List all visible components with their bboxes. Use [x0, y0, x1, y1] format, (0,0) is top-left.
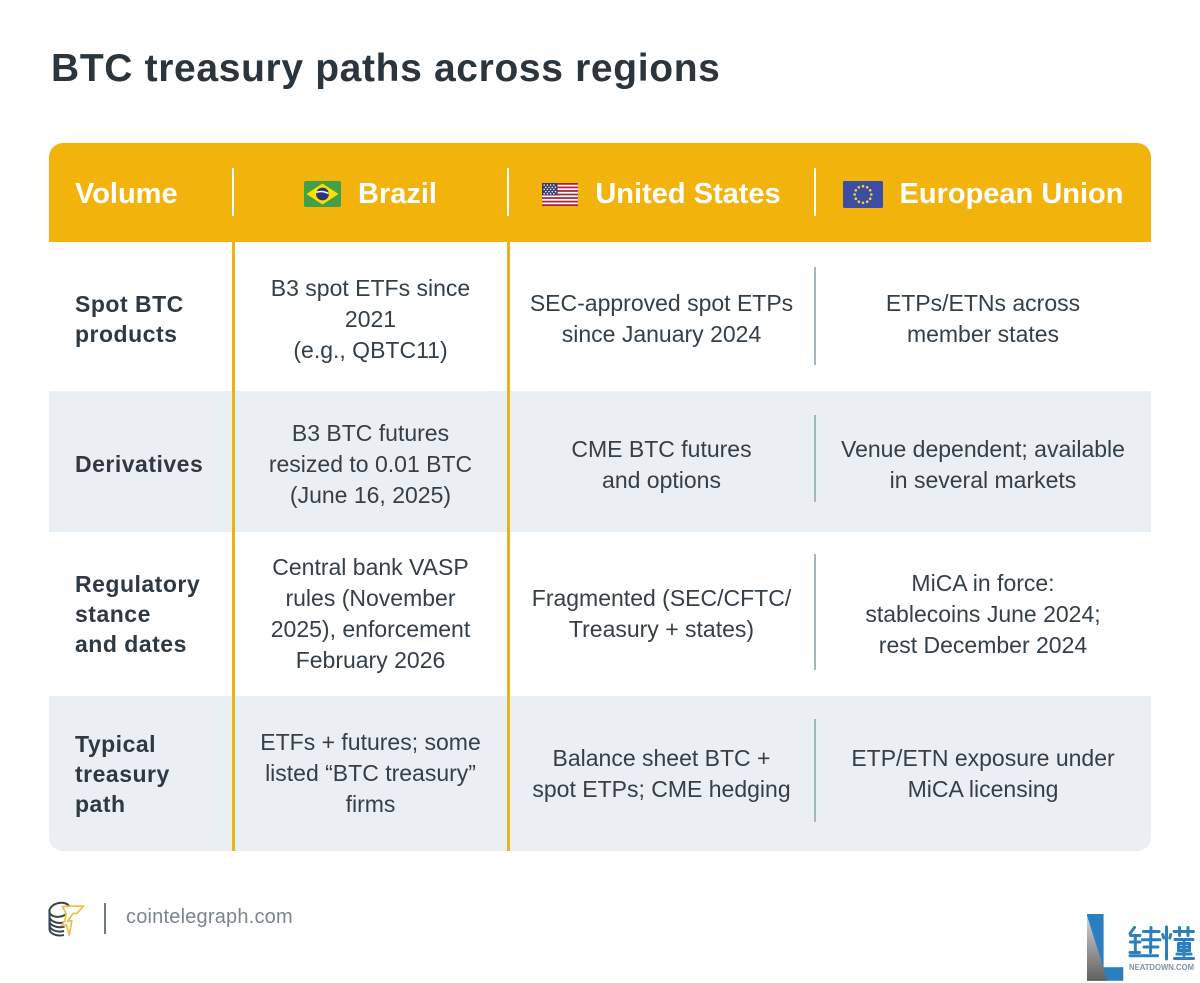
svg-text:NEATDOWN.COM: NEATDOWN.COM: [1129, 963, 1194, 972]
